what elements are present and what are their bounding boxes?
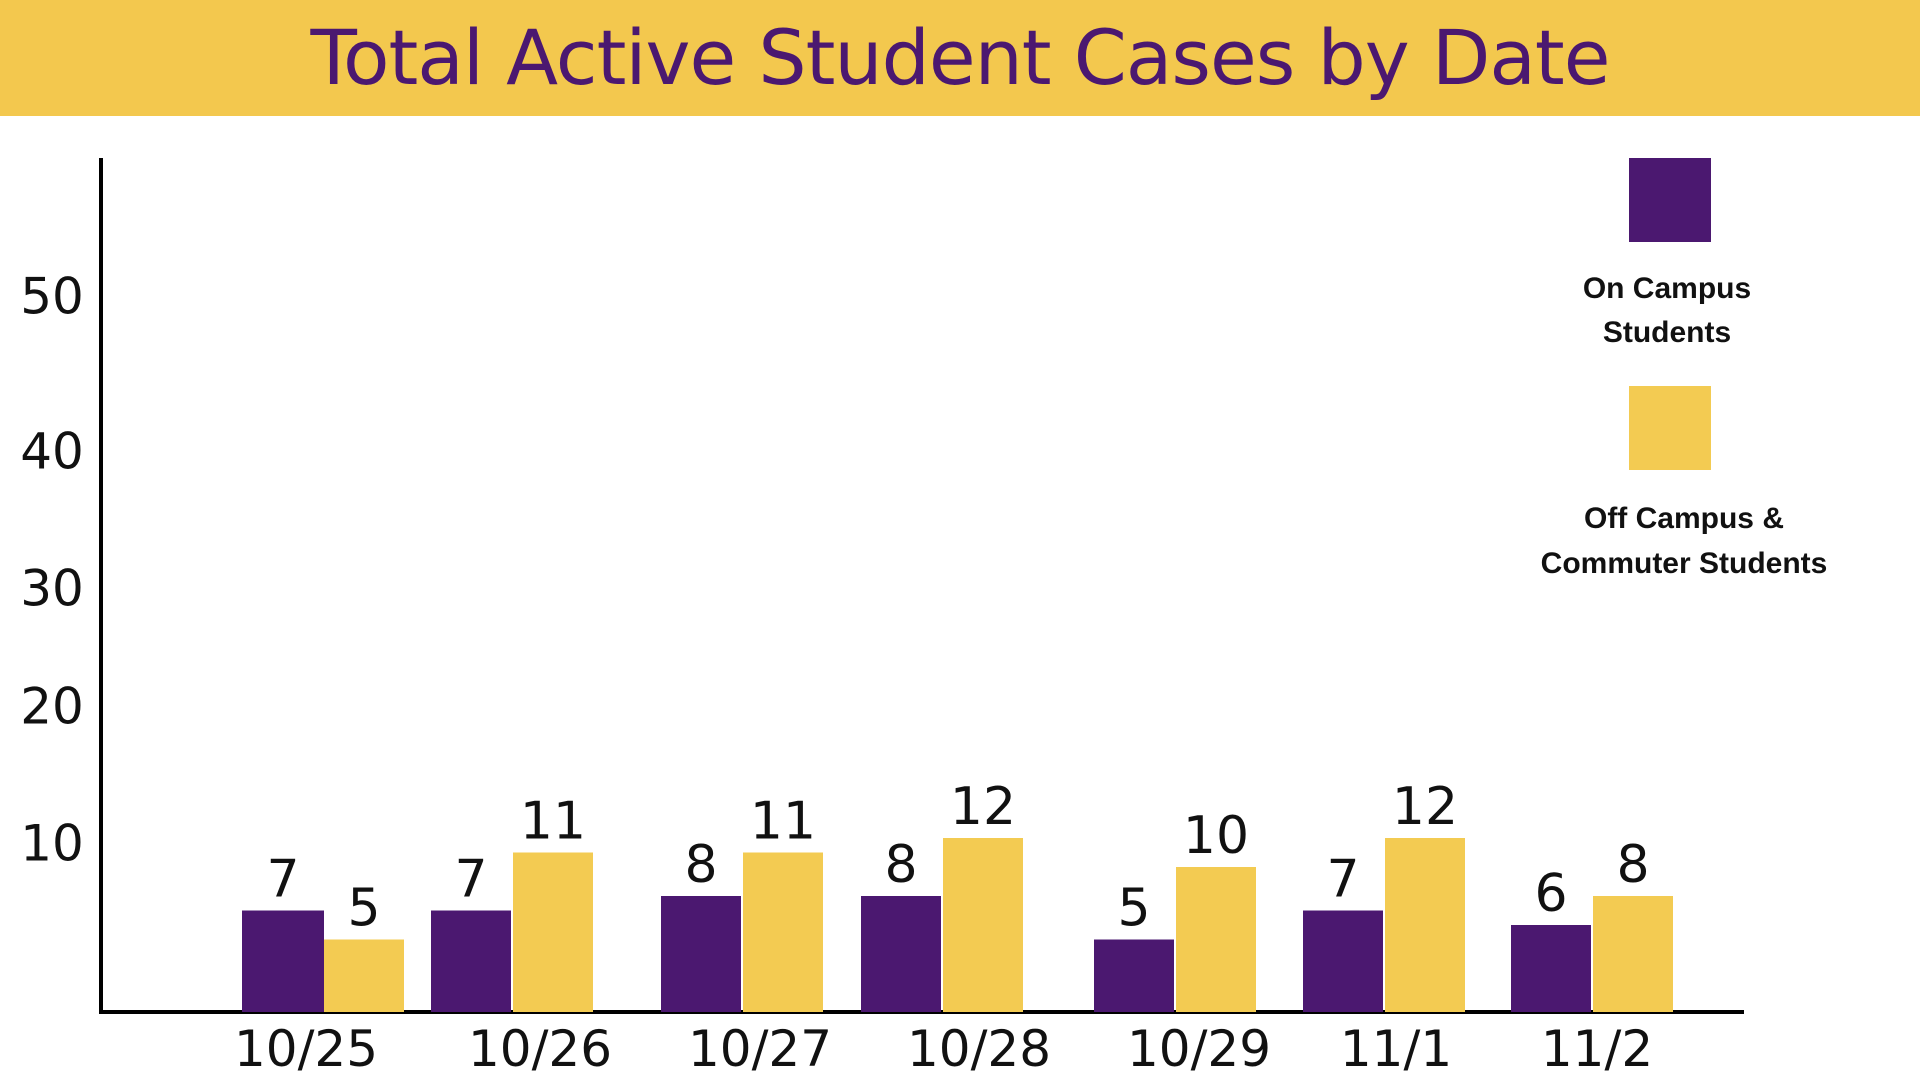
- bar-on-campus-10-26: [431, 910, 511, 1012]
- data-label-off-campus-11-2: 8: [1616, 835, 1649, 895]
- x-category-label-10-27: 10/27: [688, 1020, 832, 1078]
- data-label-on-campus-10-28: 8: [884, 835, 917, 895]
- legend-swatch-off-campus: [1629, 386, 1711, 470]
- bar-off-campus-11-2: [1593, 896, 1673, 1012]
- legend-label-on-campus-line-1: On Campus: [1583, 272, 1751, 305]
- x-category-label-11-2: 11/2: [1541, 1020, 1653, 1078]
- data-label-off-campus-10-27: 11: [750, 792, 816, 852]
- bar-off-campus-10-26: [513, 852, 593, 1012]
- data-label-off-campus-11-1: 12: [1392, 777, 1458, 837]
- bar-on-campus-10-25: [242, 910, 324, 1012]
- data-label-on-campus-10-27: 8: [684, 835, 717, 895]
- y-tick-label-20: 20: [20, 678, 84, 736]
- data-label-on-campus-10-25: 7: [266, 850, 299, 910]
- y-tick-label-10: 10: [20, 815, 84, 873]
- x-category-label-11-1: 11/1: [1340, 1020, 1452, 1078]
- bar-off-campus-11-1: [1385, 838, 1465, 1012]
- data-label-off-campus-10-25: 5: [347, 879, 380, 939]
- y-tick-label-50: 50: [20, 268, 84, 326]
- data-label-off-campus-10-29: 10: [1183, 806, 1249, 866]
- data-label-on-campus-11-1: 7: [1326, 850, 1359, 910]
- legend-label-off-campus-line-2: Commuter Students: [1541, 547, 1828, 580]
- y-tick-label-30: 30: [20, 560, 84, 618]
- x-category-label-10-25: 10/25: [234, 1020, 378, 1078]
- bar-on-campus-10-28: [861, 896, 941, 1012]
- bar-on-campus-11-1: [1303, 910, 1383, 1012]
- bar-off-campus-10-28: [943, 838, 1023, 1012]
- title-banner: Total Active Student Cases by Date: [0, 0, 1920, 116]
- chart-title: Total Active Student Cases by Date: [310, 13, 1610, 102]
- x-category-label-10-28: 10/28: [907, 1020, 1051, 1078]
- bar-on-campus-10-27: [661, 896, 741, 1012]
- x-category-label-10-29: 10/29: [1127, 1020, 1271, 1078]
- bar-on-campus-10-29: [1094, 939, 1174, 1012]
- bar-off-campus-10-29: [1176, 867, 1256, 1012]
- bar-on-campus-11-2: [1511, 925, 1591, 1012]
- bar-off-campus-10-25: [324, 939, 404, 1012]
- legend-swatch-on-campus: [1629, 158, 1711, 242]
- data-label-off-campus-10-28: 12: [950, 777, 1016, 837]
- y-tick-label-40: 40: [20, 423, 84, 481]
- x-category-label-10-26: 10/26: [468, 1020, 612, 1078]
- data-label-off-campus-10-26: 11: [520, 792, 586, 852]
- legend-label-on-campus-line-2: Students: [1603, 316, 1731, 349]
- legend-label-off-campus-line-1: Off Campus &: [1584, 502, 1784, 535]
- bar-off-campus-10-27: [743, 852, 823, 1012]
- data-label-on-campus-10-29: 5: [1117, 879, 1150, 939]
- data-label-on-campus-10-26: 7: [454, 850, 487, 910]
- data-label-on-campus-11-2: 6: [1534, 864, 1567, 924]
